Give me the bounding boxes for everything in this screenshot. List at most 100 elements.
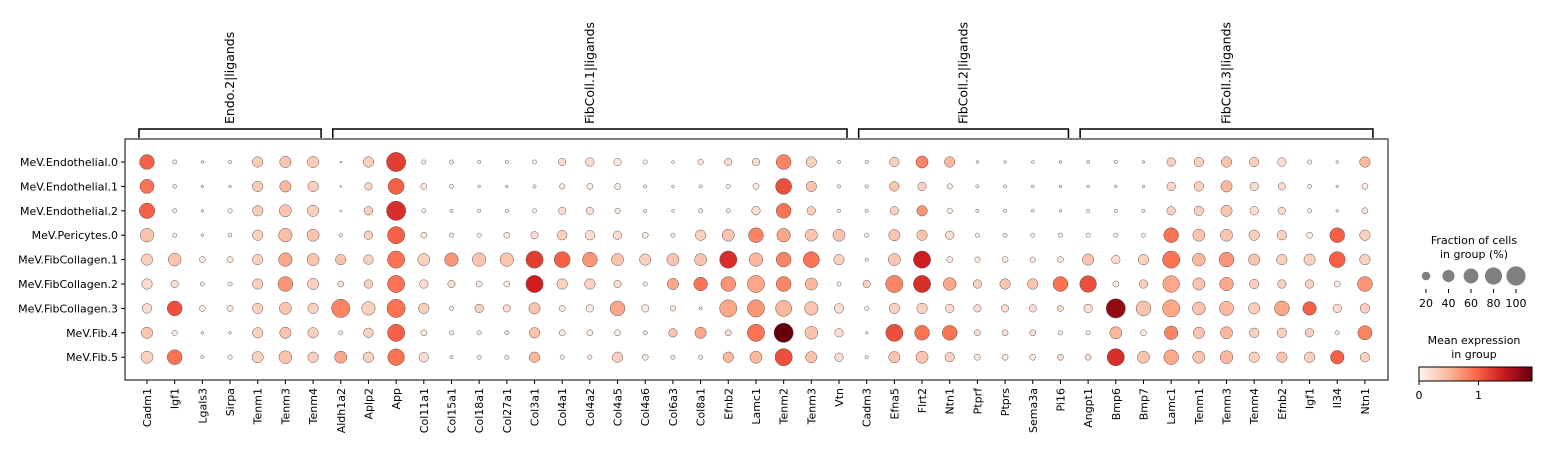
dot [1085, 330, 1091, 336]
dot [775, 203, 792, 219]
dot [698, 208, 703, 214]
dot [252, 180, 264, 192]
dot [888, 253, 901, 266]
column-label: Ntn1 [1359, 388, 1372, 415]
dot [200, 331, 204, 335]
color-legend-title: Mean expression [1428, 334, 1521, 347]
dot [1030, 232, 1036, 238]
dot [1031, 209, 1035, 213]
dot [1058, 209, 1063, 213]
dot [698, 184, 703, 189]
dot [559, 183, 566, 190]
dot [306, 253, 320, 266]
dot [363, 279, 373, 289]
column-label: Tenm4 [307, 388, 320, 425]
dot [252, 278, 264, 290]
column-label: Angpt1 [1082, 388, 1095, 428]
dot [720, 276, 736, 292]
dot [476, 354, 482, 360]
dot [776, 228, 791, 243]
dot [1084, 353, 1092, 361]
dot [837, 160, 841, 164]
dot [1249, 206, 1259, 216]
dot [864, 184, 869, 189]
dot [532, 184, 537, 189]
dot [643, 208, 648, 213]
dot [833, 303, 845, 314]
dot [775, 178, 792, 195]
dot [1109, 326, 1123, 340]
dot [974, 329, 981, 337]
size-legend-dot [1484, 267, 1503, 285]
dot [1274, 300, 1290, 317]
dot [307, 180, 319, 192]
row-label: MeV.FibCollagen.3 [18, 302, 118, 315]
dot [1163, 349, 1179, 365]
dot [775, 276, 792, 292]
dot [1140, 329, 1147, 337]
dot [748, 227, 764, 243]
dot [1112, 280, 1120, 288]
column-label: Sirpa [224, 388, 237, 416]
dot [278, 252, 293, 267]
dot [1137, 350, 1150, 364]
dot [339, 185, 342, 188]
dot [363, 327, 374, 338]
dot [1219, 301, 1234, 316]
dot [361, 301, 376, 316]
dot [449, 306, 454, 311]
group-label: FibColl.3|ligands [1219, 22, 1234, 124]
dot [946, 207, 953, 214]
dot [1192, 252, 1206, 267]
dot [1001, 256, 1009, 263]
dot [279, 204, 292, 218]
dot [585, 157, 595, 167]
dot [475, 280, 483, 288]
dot [386, 152, 406, 172]
dot [1303, 253, 1316, 266]
dot [1082, 253, 1095, 266]
colorbar-label: 1 [1475, 389, 1482, 402]
dot [1141, 208, 1146, 213]
dot [200, 160, 204, 164]
dot [1328, 251, 1346, 268]
dot [1335, 160, 1339, 164]
dot [476, 232, 482, 238]
dot [609, 300, 626, 317]
dot [278, 350, 293, 364]
dot [915, 350, 929, 364]
dot [749, 350, 763, 364]
column-label: Tenm1 [1193, 388, 1206, 425]
dot [1003, 184, 1007, 189]
dot [387, 323, 405, 342]
dot [1193, 205, 1204, 216]
dot [1359, 156, 1371, 168]
dot [889, 156, 900, 168]
size-legend-title-line2: in group (%) [1440, 248, 1508, 261]
dot [643, 184, 648, 189]
dot [834, 352, 844, 362]
dot [914, 325, 930, 341]
dot [889, 206, 899, 216]
dot [199, 256, 206, 263]
dot [724, 329, 732, 337]
dot [139, 179, 155, 194]
row-label: MeV.Pericytes.0 [32, 229, 118, 242]
dot [472, 252, 487, 267]
dot [228, 184, 232, 189]
column-label: Sema3a [1027, 388, 1040, 433]
dot [1058, 184, 1063, 189]
dot [337, 280, 345, 288]
dot [1307, 159, 1312, 165]
dot [614, 183, 621, 190]
dot [1029, 329, 1037, 337]
column-label: Bmp7 [1137, 388, 1150, 420]
column-label: Col11a1 [418, 388, 431, 433]
dot [1031, 160, 1035, 164]
dot [1027, 278, 1039, 290]
dot [419, 279, 429, 289]
column-label: Col4a1 [556, 388, 569, 426]
dot [502, 304, 511, 313]
dot [944, 352, 955, 363]
